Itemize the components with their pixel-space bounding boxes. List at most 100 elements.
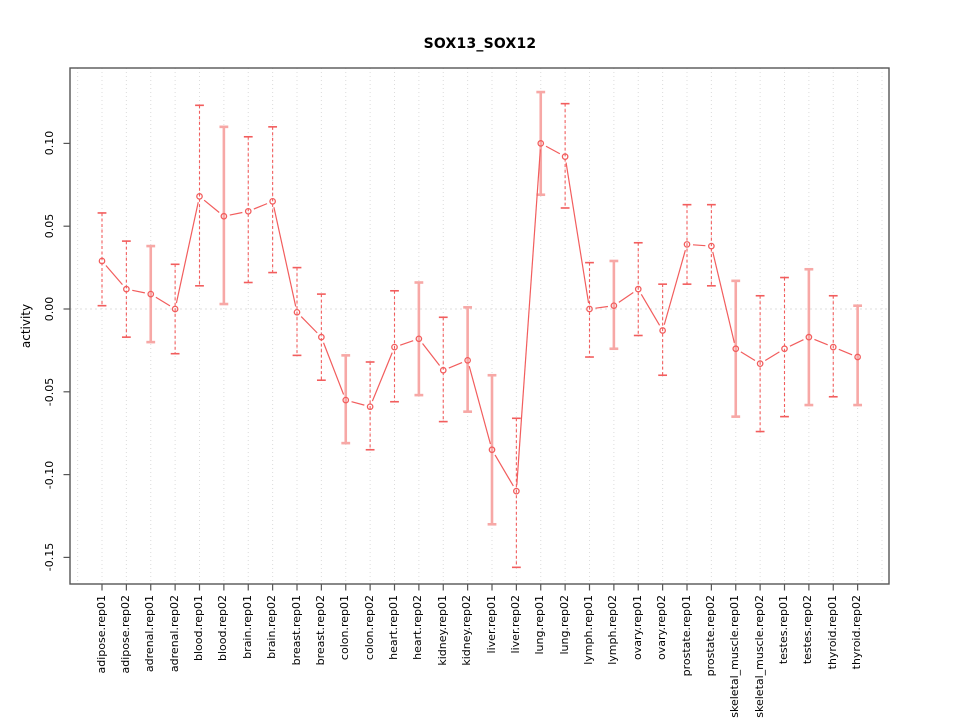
data-point-marker <box>488 446 496 454</box>
series-line-segment <box>618 292 634 303</box>
data-point-marker <box>366 403 374 411</box>
x-tick-label: lymph.rep02 <box>606 595 620 665</box>
data-point-marker <box>708 242 715 250</box>
x-tick-label: liver.rep01 <box>484 595 498 654</box>
series-line-segment <box>371 352 393 402</box>
x-tick-label: testes.rep02 <box>801 595 815 665</box>
data-point-marker <box>781 345 788 353</box>
series-line-segment <box>595 305 609 309</box>
y-tick-label: -0.05 <box>43 377 56 407</box>
series-line-segment <box>814 338 828 346</box>
data-point-marker <box>244 207 252 215</box>
series-line-segment <box>351 401 365 406</box>
data-point-marker <box>123 285 130 293</box>
series-line-segment <box>740 351 756 362</box>
series-line-segment <box>838 348 853 356</box>
series-line-segment <box>300 316 318 334</box>
y-tick-label: 0.10 <box>43 131 56 156</box>
series-line-segment <box>565 162 590 304</box>
data-point-marker <box>464 356 471 364</box>
series-line-segment <box>663 250 686 325</box>
series-line-segment <box>545 145 561 155</box>
x-tick-label: lymph.rep01 <box>582 595 595 665</box>
x-tick-label: testes.rep01 <box>777 595 790 665</box>
data-point-marker <box>756 360 764 367</box>
series-line-segment <box>399 340 414 346</box>
series-line-segment <box>764 351 780 362</box>
data-point-marker <box>586 305 593 313</box>
data-point-marker <box>318 333 325 341</box>
x-tick-label: thyroid.rep02 <box>850 595 864 670</box>
data-point-marker <box>439 366 447 374</box>
data-point-marker <box>269 198 276 205</box>
data-point-marker <box>634 285 642 293</box>
x-tick-label: adrenal.rep02 <box>167 595 181 673</box>
x-tick-label: ovary.rep01 <box>630 595 644 660</box>
x-tick-label: brain.rep01 <box>240 595 254 659</box>
x-tick-label: heart.rep01 <box>387 595 400 660</box>
x-tick-label: brain.rep02 <box>265 595 279 659</box>
series-line-segment <box>203 199 220 213</box>
x-tick-label: blood.rep01 <box>192 595 205 662</box>
series-line-segment <box>273 207 297 307</box>
series-line-segment <box>516 149 541 486</box>
data-point-marker <box>561 153 569 160</box>
y-tick-label: 0.05 <box>43 213 56 239</box>
x-tick-label: colon.rep01 <box>338 595 352 661</box>
x-tick-label: adipose.rep01 <box>94 595 108 674</box>
series-line-segment <box>155 296 171 307</box>
data-point-marker <box>513 487 520 495</box>
data-point-marker <box>171 305 179 313</box>
x-tick-label: blood.rep02 <box>216 595 230 662</box>
data-point-marker <box>220 212 228 220</box>
series-line-segment <box>494 454 514 487</box>
series-line-segment <box>422 343 441 366</box>
series-line-segment <box>132 289 145 294</box>
x-tick-label: lung.rep02 <box>557 595 571 655</box>
x-tick-label: heart.rep02 <box>411 595 425 660</box>
data-point-marker <box>342 396 350 404</box>
x-tick-label: liver.rep02 <box>508 595 522 654</box>
y-tick-label: 0.00 <box>43 296 56 322</box>
data-point-marker <box>732 345 740 353</box>
x-tick-label: kidney.rep02 <box>460 595 474 666</box>
data-point-marker <box>537 140 545 147</box>
series-line-segment <box>692 244 706 247</box>
series-line-segment <box>253 203 268 210</box>
x-tick-label: lung.rep01 <box>533 595 547 655</box>
series-line-segment <box>468 365 492 445</box>
x-tick-label: adipose.rep02 <box>118 595 132 674</box>
x-tick-label: prostate.rep01 <box>679 595 693 677</box>
data-point-marker <box>829 343 837 351</box>
data-point-marker <box>391 343 398 351</box>
x-tick-label: kidney.rep01 <box>435 595 449 666</box>
x-tick-label: prostate.rep02 <box>703 595 717 677</box>
x-tick-label: ovary.rep02 <box>655 595 669 660</box>
data-point-marker <box>293 308 301 316</box>
x-tick-label: breast.rep02 <box>313 595 327 666</box>
y-axis-label: activity <box>19 303 33 349</box>
series-line-segment <box>448 362 463 369</box>
chart-title: SOX13_SOX12 <box>423 36 537 52</box>
data-point-marker <box>196 193 203 200</box>
data-point-marker <box>805 333 813 341</box>
series-line-segment <box>789 339 804 347</box>
y-tick-label: -0.15 <box>43 543 56 572</box>
data-point-marker <box>610 302 618 310</box>
series-line-segment <box>322 342 345 395</box>
x-tick-label: breast.rep01 <box>289 595 303 666</box>
x-tick-label: skeletal_muscle.rep02 <box>752 595 766 718</box>
data-point-marker <box>98 257 106 265</box>
plot-frame <box>69 67 890 585</box>
data-point-marker <box>147 290 155 298</box>
y-tick-label: -0.10 <box>43 460 56 489</box>
series-line-segment <box>640 293 661 326</box>
data-point-marker <box>659 327 666 334</box>
data-point-marker <box>683 241 691 248</box>
x-tick-label: skeletal_muscle.rep01 <box>728 595 742 718</box>
series-line-segment <box>105 265 123 285</box>
series-line-segment <box>175 202 199 304</box>
data-point-marker <box>854 353 861 361</box>
